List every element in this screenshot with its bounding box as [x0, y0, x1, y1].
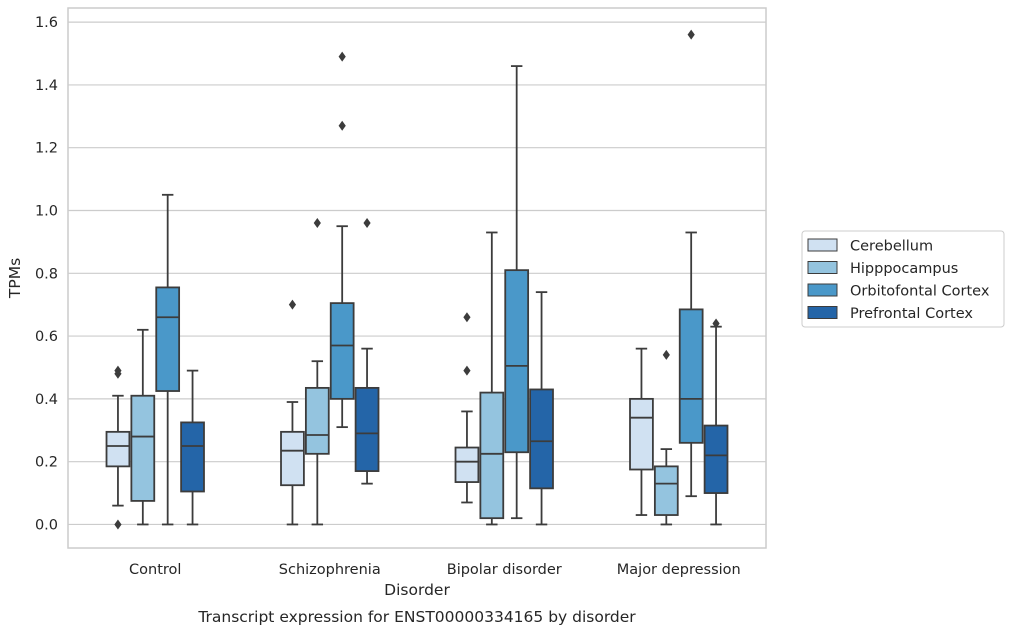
box-prefrontal-cortex	[703, 318, 729, 526]
plot-area-frame	[67, 7, 767, 549]
box-body	[479, 391, 505, 520]
y-axis-label: TPMs	[6, 258, 24, 299]
y-tick-label: 0.8	[35, 266, 58, 282]
x-axis-label: Disorder	[384, 581, 450, 599]
box-body	[703, 424, 729, 494]
y-tick-label: 1.6	[35, 15, 58, 31]
box-body	[504, 269, 530, 454]
y-tick-label: 1.4	[35, 78, 58, 94]
outlier-point	[288, 299, 297, 310]
box-body	[629, 397, 654, 471]
x-tick-label: Bipolar disorder	[447, 562, 562, 578]
box-prefrontal-cortex	[354, 218, 380, 485]
box-orbitofontal-cortex	[504, 65, 530, 520]
box-body	[678, 308, 704, 444]
x-tick-label: Control	[129, 562, 181, 578]
outlier-point	[338, 51, 346, 62]
box-body	[304, 386, 330, 455]
box-orbitofontal-cortex	[155, 193, 181, 526]
box-hipppocampus	[130, 328, 156, 526]
legend-swatch	[807, 283, 838, 297]
legend-swatch	[807, 306, 838, 319]
chart-caption: Transcript expression for ENST0000033416…	[197, 608, 636, 626]
box-body	[454, 446, 480, 483]
outlier-point	[363, 218, 371, 229]
legend-frame	[801, 230, 1005, 328]
outlier-point	[338, 120, 346, 131]
outlier-point	[114, 519, 122, 530]
box-hipppocampus	[304, 218, 330, 526]
y-tick-label: 0.2	[35, 455, 58, 471]
box-body	[653, 465, 679, 516]
x-tick-label: Schizophrenia	[279, 562, 381, 578]
box-body	[280, 430, 305, 487]
box-hipppocampus	[479, 231, 505, 526]
legend-swatch	[807, 261, 838, 274]
legend: Cerebellum Hipppocampus Orbitofontal Corte…	[801, 230, 1005, 328]
box-cerebellum	[629, 347, 654, 516]
box-layer	[105, 29, 729, 530]
box-prefrontal-cortex	[180, 369, 205, 526]
box-orbitofontal-cortex	[678, 29, 704, 498]
box-cerebellum	[280, 299, 305, 526]
box-body	[180, 421, 205, 493]
outlier-point	[712, 318, 720, 329]
y-axis-ticks: 0.0 0.2 0.4 0.6 0.8 1.0 1.2 1.4 1.6	[35, 15, 58, 533]
outlier-point	[114, 365, 122, 376]
box-body	[105, 430, 131, 468]
x-axis-ticks: Control Schizophrenia Bipolar disorder Majo…	[129, 562, 741, 578]
box-body	[529, 388, 554, 490]
box-body	[329, 302, 355, 400]
legend-items: Cerebellum Hipppocampus Orbitofontal Corte…	[807, 238, 990, 322]
y-tick-label: 0.4	[35, 392, 58, 408]
box-prefrontal-cortex	[529, 291, 554, 526]
outlier-point	[662, 349, 670, 360]
y-tick-label: 1.2	[35, 141, 58, 157]
box-hipppocampus	[653, 349, 679, 526]
legend-label: Hipppocampus	[850, 261, 958, 277]
legend-label: Orbitofontal Cortex	[850, 284, 990, 300]
legend-swatch	[807, 238, 838, 252]
outlier-point	[687, 29, 695, 40]
box-body	[155, 286, 181, 392]
outlier-point	[463, 365, 471, 376]
outlier-point	[313, 218, 321, 229]
box-cerebellum	[105, 365, 131, 530]
box-cerebellum	[454, 312, 480, 504]
box-body	[130, 394, 156, 502]
y-tick-label: 1.0	[35, 204, 58, 220]
box-body	[354, 386, 380, 472]
legend-label: Prefrontal Cortex	[850, 306, 973, 322]
box-orbitofontal-cortex	[329, 51, 355, 429]
legend-label: Cerebellum	[850, 239, 933, 255]
outlier-point	[463, 312, 471, 323]
y-tick-label: 0.6	[35, 329, 58, 345]
x-tick-label: Major depression	[617, 562, 741, 578]
y-tick-label: 0.0	[35, 517, 58, 533]
